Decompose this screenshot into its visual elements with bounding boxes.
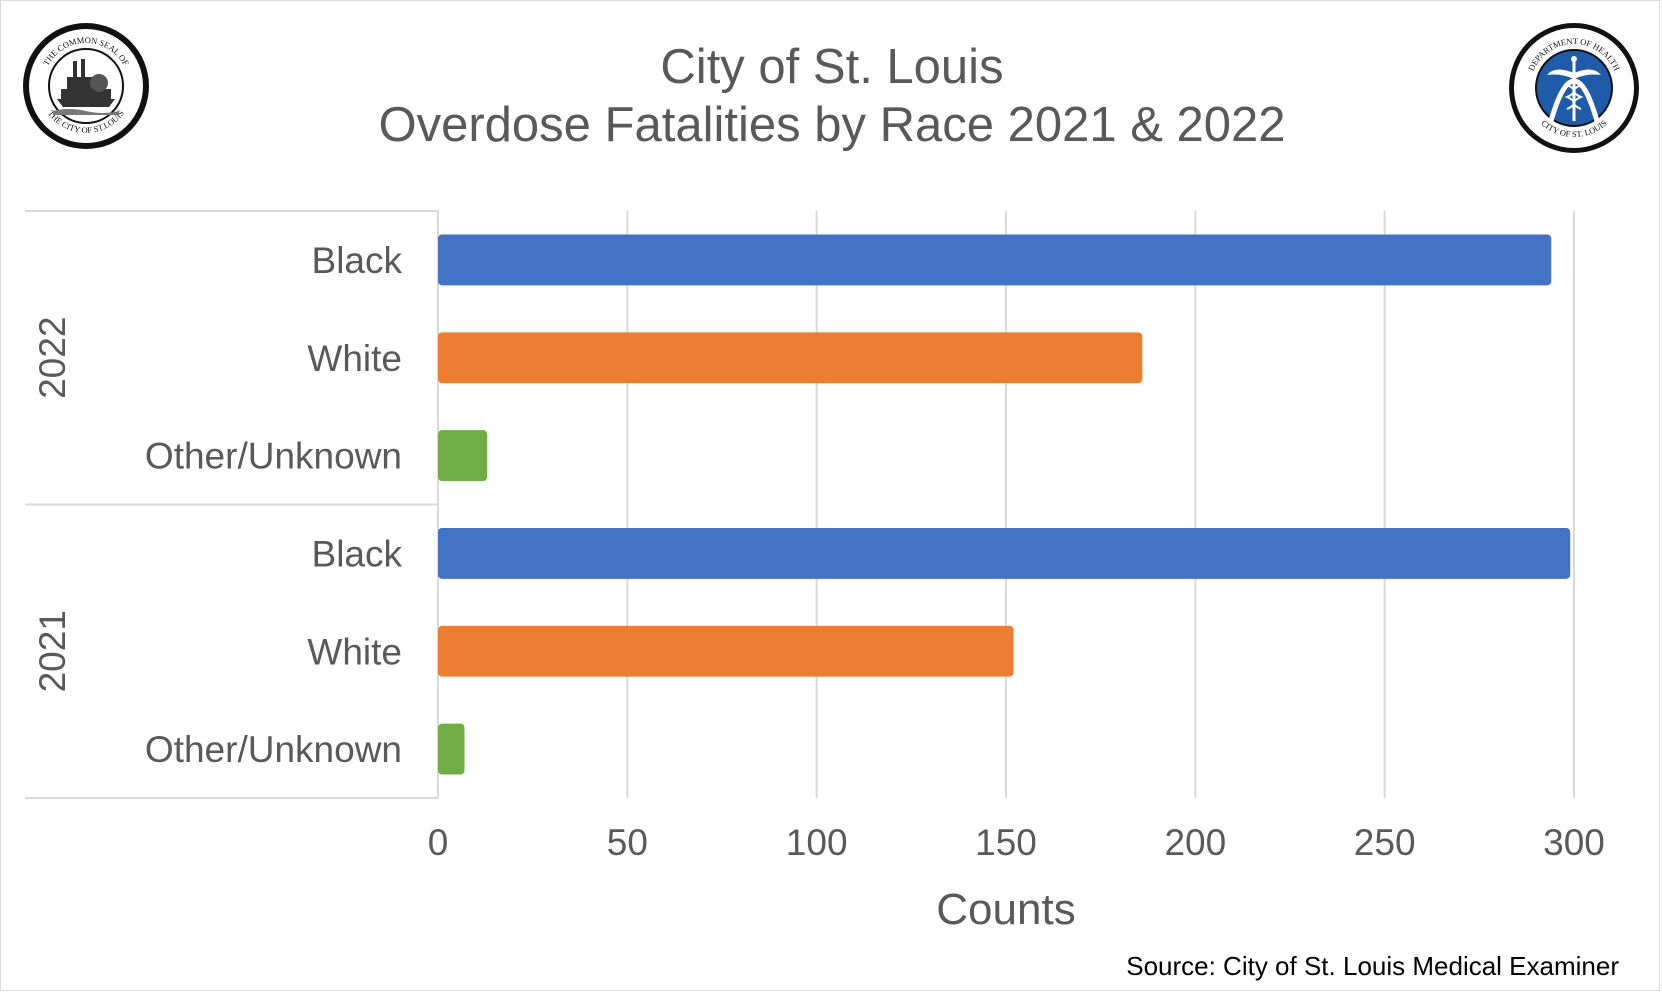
category-label: White bbox=[307, 338, 402, 379]
category-label: Black bbox=[312, 240, 403, 281]
x-axis-title: Counts bbox=[936, 885, 1075, 934]
category-label: White bbox=[307, 631, 402, 672]
x-tick-label: 300 bbox=[1543, 822, 1605, 863]
category-label: Other/Unknown bbox=[145, 436, 402, 477]
chart-title: City of St. Louis bbox=[660, 40, 1004, 94]
city-seal-icon: THE COMMON SEAL OF THE CITY OF ST.LOUIS bbox=[23, 23, 149, 149]
department-of-health-seal-icon: DEPARTMENT OF HEALTH CITY OF ST. LOUIS bbox=[1509, 23, 1639, 153]
bar-2022-white bbox=[438, 332, 1143, 384]
source-note: Source: City of St. Louis Medical Examin… bbox=[1126, 951, 1619, 981]
x-tick-label: 150 bbox=[975, 822, 1037, 863]
x-tick-label: 250 bbox=[1354, 822, 1416, 863]
x-tick-label: 0 bbox=[428, 822, 449, 863]
category-label: Black bbox=[312, 533, 403, 574]
bar-2022-other-unknown bbox=[438, 430, 488, 482]
x-tick-label: 100 bbox=[786, 822, 848, 863]
chart-subtitle: Overdose Fatalities by Race 2021 & 2022 bbox=[378, 98, 1286, 152]
bar-2021-black bbox=[438, 527, 1571, 579]
bar-2021-other-unknown bbox=[438, 723, 465, 775]
bar-2021-white bbox=[438, 625, 1014, 677]
bar-2022-black bbox=[438, 234, 1552, 286]
x-tick-label: 50 bbox=[607, 822, 648, 863]
category-label: Other/Unknown bbox=[145, 729, 402, 770]
x-tick-label: 200 bbox=[1164, 822, 1226, 863]
group-label: 2021 bbox=[32, 610, 73, 692]
group-label: 2022 bbox=[32, 317, 73, 399]
